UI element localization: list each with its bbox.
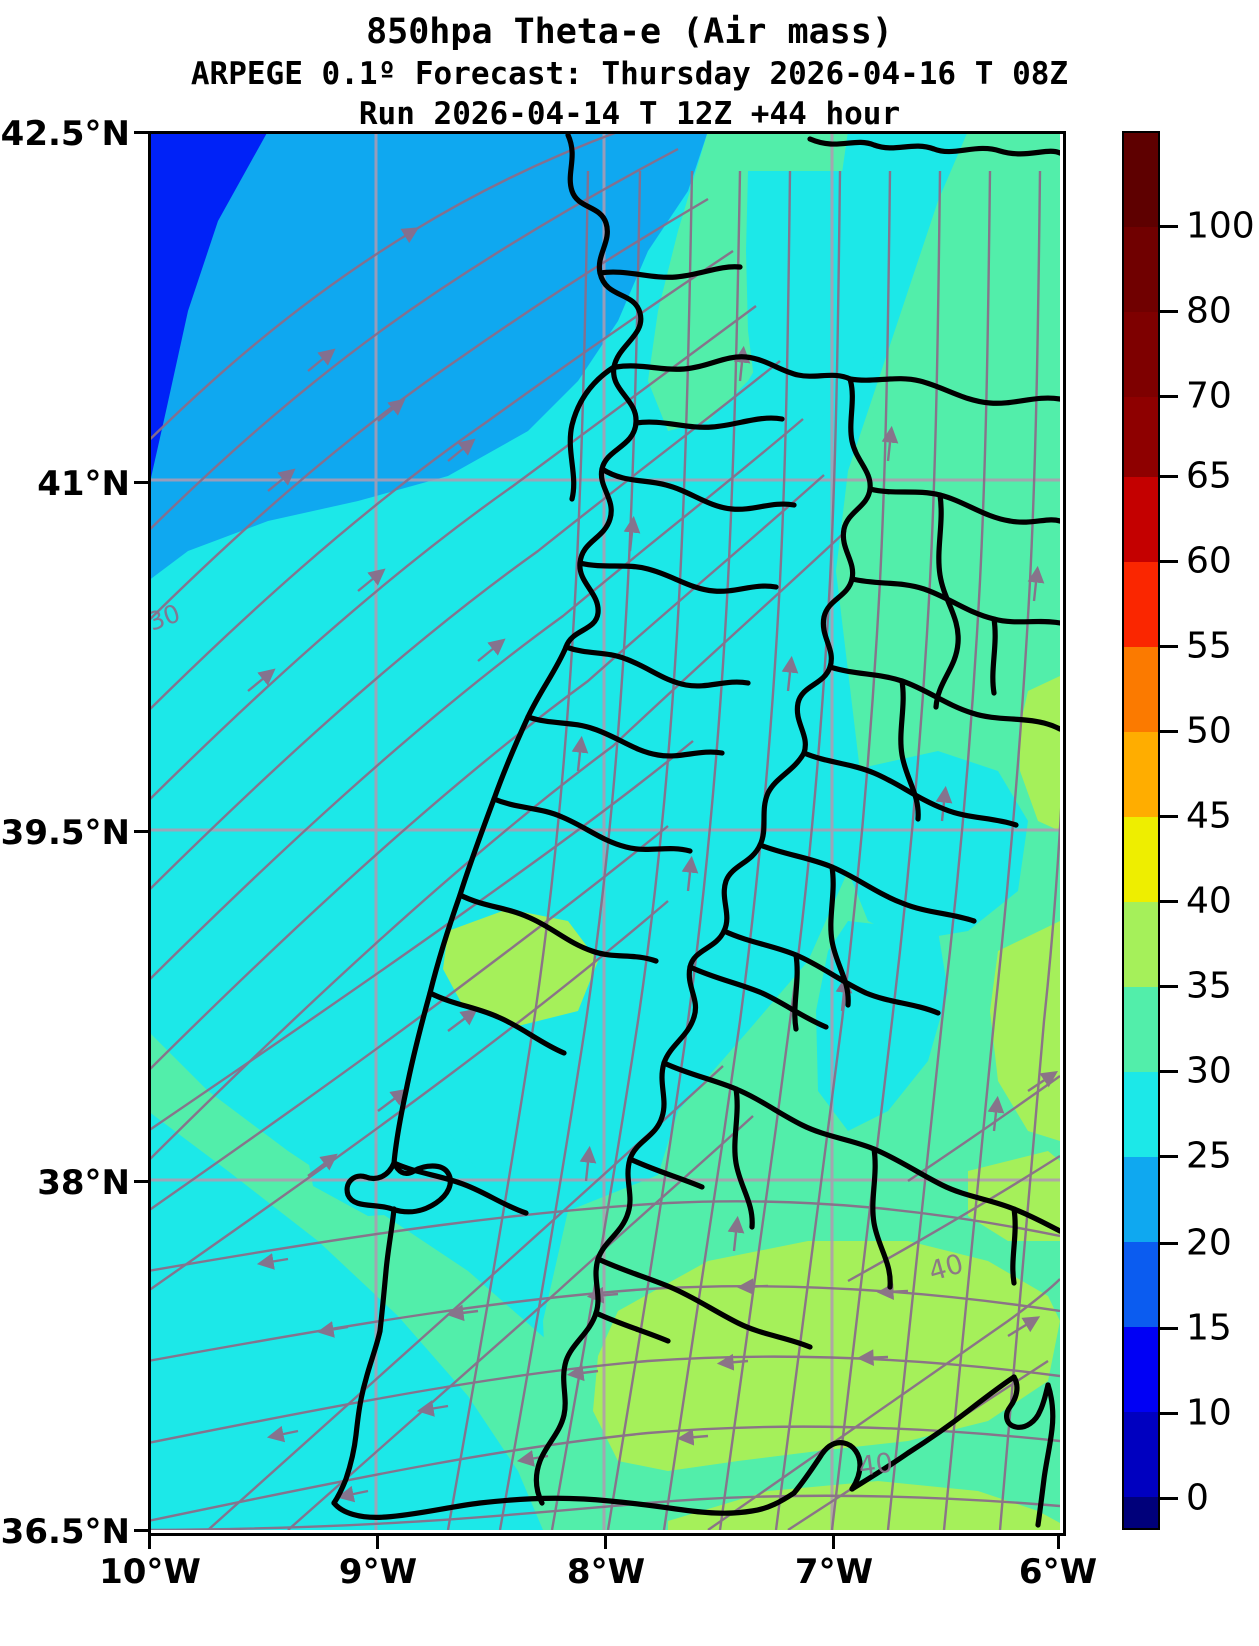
x-tick-mark [832,1534,835,1549]
y-tick-mark [134,1529,151,1532]
colorbar-segment-45 [1124,817,1158,902]
colorbar-segment-70 [1124,397,1158,477]
chart-subtitle-forecast: ARPEGE 0.1º Forecast: Thursday 2026-04-1… [190,56,1069,92]
colorbar-label-30: 30 [1186,1050,1232,1092]
contour-label-40b: 40 [857,1447,895,1482]
colorbar-label-25: 25 [1186,1135,1232,1177]
colorbar-segment-65 [1124,477,1158,562]
y-axis: 42.5°N 41°N 39.5°N 38°N 36.5°N [0,0,151,1646]
y-tick-mark [134,830,151,833]
x-tick-mark [1057,1534,1060,1549]
colorbar-tick-mark [1158,815,1178,818]
colorbar-label-10: 10 [1186,1392,1232,1434]
colorbar-segment-40 [1124,902,1158,987]
y-axis-label-4: 36.5°N [0,1512,130,1552]
colorbar-tick-mark [1158,1327,1178,1330]
colorbar-label-55: 55 [1186,625,1232,667]
colorbar-segment-15 [1124,1327,1158,1412]
colorbar-segment-35 [1124,987,1158,1072]
y-axis-label-0: 42.5°N [0,114,130,154]
chart-title: 850hpa Theta-e (Air mass) [366,12,893,52]
colorbar-tick-mark [1158,1497,1178,1500]
colorbar[interactable] [1122,131,1160,1530]
colorbar-tick-mark [1158,1412,1178,1415]
colorbar-label-80: 80 [1186,290,1232,332]
y-axis-label-2: 39.5°N [0,813,130,853]
colorbar-segment-55 [1124,647,1158,732]
colorbar-segment-100 [1124,227,1158,312]
colorbar-label-20: 20 [1186,1222,1232,1264]
coastline-and-borders [331,132,1060,1528]
y-tick-mark [134,481,151,484]
colorbar-label-15: 15 [1186,1307,1232,1349]
colorbar-tick-mark [1158,310,1178,313]
x-tick-mark [604,1534,607,1549]
colorbar-segment-0 [1124,1497,1158,1528]
x-axis-label-1: 9°W [338,1552,418,1592]
colorbar-label-60: 60 [1186,540,1232,582]
x-axis-label-4: 6°W [1018,1552,1098,1592]
colorbar-label-70: 70 [1186,375,1232,417]
colorbar-label-40: 40 [1186,880,1232,922]
colorbar-label-50: 50 [1186,710,1232,752]
colorbar-label-35: 35 [1186,965,1232,1007]
y-axis-label-1: 41°N [37,464,130,504]
x-tick-mark [376,1534,379,1549]
y-tick-mark [134,1180,151,1183]
colorbar-segment-50 [1124,732,1158,817]
colorbar-segment-10 [1124,1412,1158,1497]
x-axis-label-3: 7°W [794,1552,874,1592]
colorbar-segment-20 [1124,1242,1158,1327]
colorbar-segment-25 [1124,1157,1158,1242]
colorbar-tick-mark [1158,560,1178,563]
colorbar-tick-mark [1158,900,1178,903]
colorbar-tick-mark [1158,985,1178,988]
colorbar-tick-mark [1158,730,1178,733]
title-block: 850hpa Theta-e (Air mass) ARPEGE 0.1º Fo… [0,0,1259,134]
colorbar-tick-mark [1158,475,1178,478]
colorbar-tick-mark [1158,1242,1178,1245]
colorbar-tick-mark [1158,645,1178,648]
map-plot-area: 40 40 30 [148,131,1060,1530]
colorbar-label-0: 0 [1186,1477,1209,1519]
y-axis-label-3: 38°N [37,1163,130,1203]
colorbar-label-100: 100 [1186,205,1255,247]
colorbar-tick-mark [1158,1070,1178,1073]
colorbar-segment-80 [1124,312,1158,397]
colorbar-tick-mark [1158,1155,1178,1158]
colorbar-segment-30 [1124,1072,1158,1157]
y-tick-mark [134,131,151,134]
colorbar-segment-60 [1124,562,1158,647]
colorbar-tick-mark [1158,225,1178,228]
chart-subtitle-run: Run 2026-04-14 T 12Z +44 hour [358,96,901,132]
colorbar-label-45: 45 [1186,795,1232,837]
colorbar-label-65: 65 [1186,455,1232,497]
x-axis-label-2: 8°W [566,1552,646,1592]
x-tick-mark [148,1534,151,1549]
colorbar-segment-110 [1124,133,1158,227]
x-axis-label-0: 10°W [99,1552,201,1592]
colorbar-tick-mark [1158,395,1178,398]
